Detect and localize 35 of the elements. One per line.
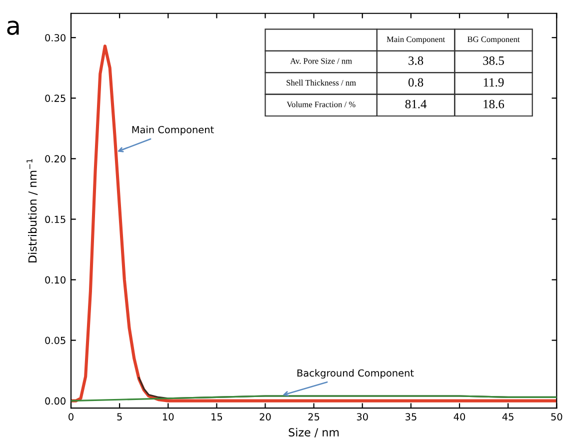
- annotation: 38.5: [483, 56, 504, 65]
- y-tick-label: 0.10: [45, 276, 66, 284]
- x-tick-label: 50: [551, 413, 562, 420]
- x-tick-label: 10: [163, 413, 174, 420]
- x-axis-title: Size / nm: [288, 428, 339, 438]
- y-tick-label: 0.25: [45, 94, 66, 102]
- annotation: 11.9: [484, 78, 504, 87]
- annotation: Shell Thickness / nm: [286, 80, 356, 86]
- y-axis-title: Distribution / nm$^{−1}$: [26, 159, 38, 262]
- y-tick-label: 0.00: [45, 397, 66, 405]
- y-tick-label: 0.15: [45, 216, 66, 224]
- x-tick-label: 45: [502, 413, 514, 420]
- annotation: BG Component: [467, 36, 520, 44]
- x-tick-label: 5: [117, 413, 122, 420]
- annotation: Background Component: [297, 369, 414, 379]
- annotation: 0.8: [408, 78, 424, 87]
- annotation: Volume Fraction / %: [286, 101, 356, 108]
- annotation: Main Component: [132, 126, 214, 136]
- line-series: [71, 44, 557, 402]
- x-tick-label: 40: [454, 413, 466, 420]
- y-tick-label: 0.20: [45, 155, 66, 163]
- annotation: 81.4: [405, 100, 427, 108]
- annotation: Main Component: [386, 36, 446, 44]
- y-tick-label: 0.30: [45, 34, 66, 42]
- y-tick-label: 0.05: [45, 336, 66, 344]
- annotation: 3.8: [408, 56, 424, 65]
- x-tick-label: 35: [406, 413, 416, 420]
- x-tick-label: 30: [356, 413, 368, 420]
- annotation: Av. Pore Size / nm: [290, 58, 352, 64]
- annotation: 18.6: [484, 100, 504, 108]
- x-tick-label: 15: [212, 413, 222, 420]
- x-tick-label: 25: [308, 413, 320, 420]
- x-tick-label: 0: [68, 413, 74, 420]
- chart-title: a: [7, 20, 19, 35]
- x-tick-label: 20: [260, 413, 271, 420]
